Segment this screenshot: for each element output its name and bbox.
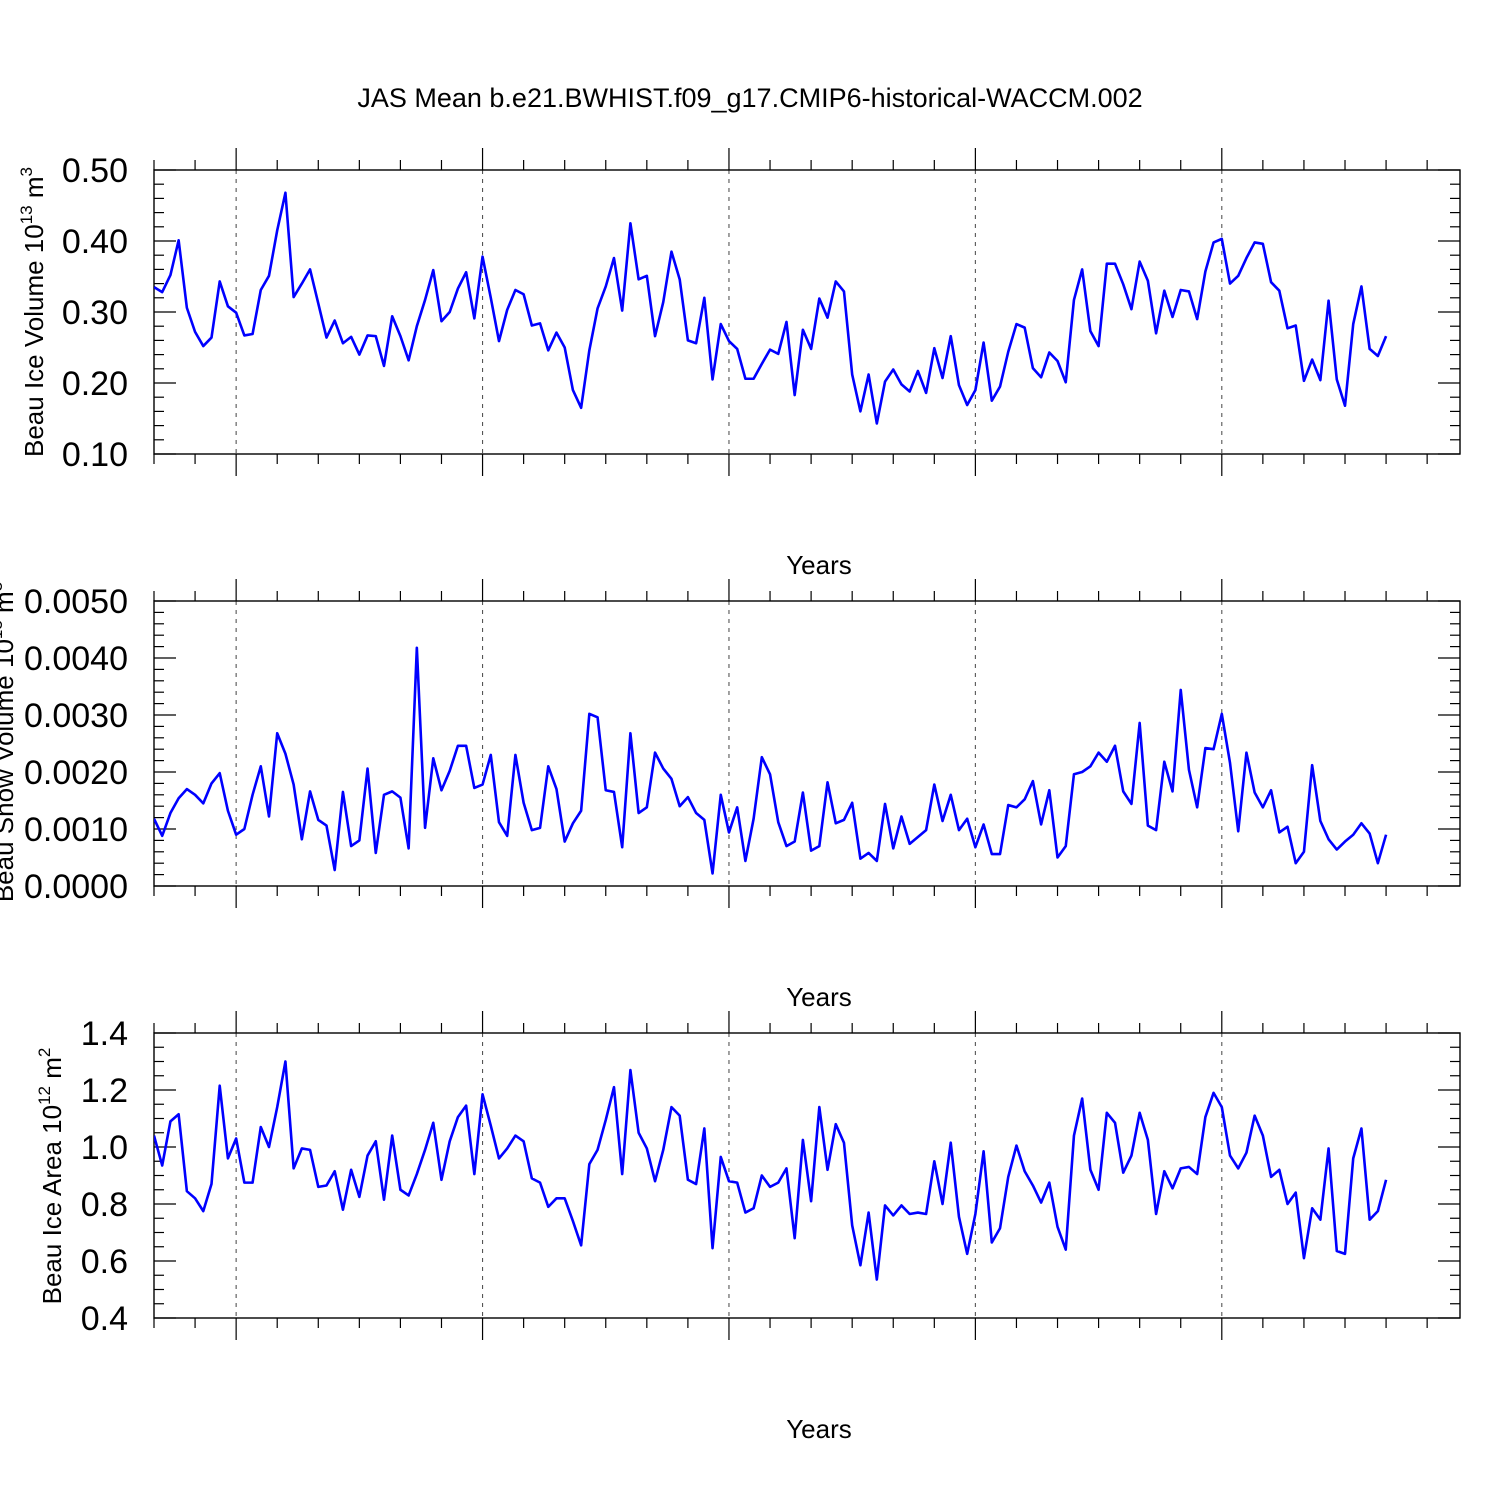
y-axis-title-superscript: 3 xyxy=(0,582,6,591)
y-tick-label: 0.4 xyxy=(81,1300,128,1338)
x-axis-title: Years xyxy=(786,550,852,580)
snow-volume-panel: 0.0000 0.0010 0.0020 0.0030 0.0040 0.0050 Year… xyxy=(0,579,1461,1012)
y-axis-title-superscript: 2 xyxy=(35,1048,54,1057)
ice-area-series-line xyxy=(154,1060,1388,1281)
y-tick-label: 1.4 xyxy=(81,1015,128,1053)
y-tick-label: 0.10 xyxy=(62,436,128,474)
plot-frame xyxy=(153,169,1461,455)
y-axis-title: Beau Ice Area 1012 m2 xyxy=(35,1048,67,1305)
y-tick-label: 0.0010 xyxy=(24,811,128,849)
ice-volume-panel: 0.10 0.20 0.30 0.40 0.50 Years Beau Ice Volume… xyxy=(17,148,1461,580)
y-axis-title-superscript: 13 xyxy=(17,205,36,224)
y-tick-label: 1.0 xyxy=(81,1129,128,1167)
y-tick-label: 0.20 xyxy=(62,365,128,403)
panels: 0.10 0.20 0.30 0.40 0.50 Years Beau Ice Volume… xyxy=(0,148,1461,1444)
y-tick-label: 0.8 xyxy=(81,1186,128,1224)
y-axis-title-text: Beau Ice Area 10 xyxy=(37,1105,67,1304)
y-tick-label: 0.40 xyxy=(62,223,128,261)
y-tick-label: 0.0040 xyxy=(24,640,128,678)
y-tick-label: 0.30 xyxy=(62,294,128,332)
y-axis-title-text: m xyxy=(19,176,49,205)
y-axis-title-superscript: 3 xyxy=(17,167,36,176)
y-axis-title: Beau Snow Volume 1013 m3 xyxy=(0,582,19,902)
y-tick-label: 1.2 xyxy=(81,1072,128,1110)
x-axis-title: Years xyxy=(786,1414,852,1444)
chart-title: JAS Mean b.e21.BWHIST.f09_g17.CMIP6-hist… xyxy=(357,83,1142,113)
y-tick-label: 0.0020 xyxy=(24,754,128,792)
y-axis-title-text: Beau Ice Volume 10 xyxy=(19,224,49,457)
x-axis-title: Years xyxy=(786,982,852,1012)
y-tick-label: 0.50 xyxy=(62,152,128,190)
y-tick-label: 0.0030 xyxy=(24,697,128,735)
y-axis-title-text: m xyxy=(37,1057,67,1086)
y-axis-title-text: m xyxy=(0,591,19,620)
snow-volume-series-line xyxy=(154,646,1388,875)
y-tick-label: 0.0000 xyxy=(24,868,128,906)
plot-frame xyxy=(153,600,1461,887)
y-tick-label: 0.0050 xyxy=(24,583,128,621)
y-axis-title: Beau Ice Volume 1013 m3 xyxy=(17,167,49,457)
y-tick-label: 0.6 xyxy=(81,1243,128,1281)
ice-area-panel: 0.4 0.6 0.8 1.0 1.2 1.4 Years Beau Ice Area 101… xyxy=(35,1011,1461,1444)
y-axis-title-superscript: 12 xyxy=(35,1086,54,1105)
ice-volume-series-line xyxy=(154,191,1388,425)
y-axis-title-superscript: 13 xyxy=(0,620,6,639)
y-axis-title-text: Beau Snow Volume 10 xyxy=(0,639,19,902)
